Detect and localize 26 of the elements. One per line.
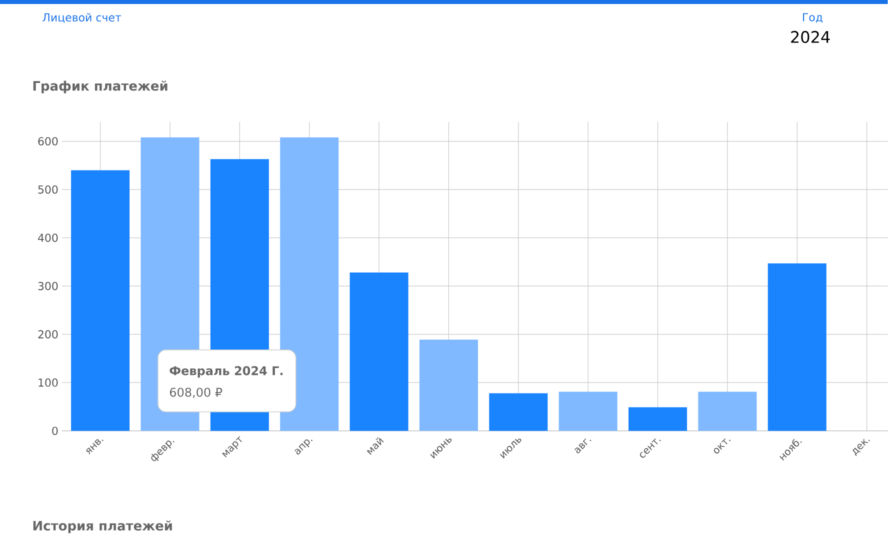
text: Лицевой счет (42, 13, 122, 24)
y-tick-label: 0 (52, 426, 58, 436)
annotation: 608,00 ₽ (170, 388, 222, 398)
x-tick-label: янв. (86, 439, 104, 455)
bar (768, 263, 826, 431)
y-tick-label: 500 (38, 185, 58, 194)
y-tick-label: 400 (38, 234, 58, 242)
y-tick-label: 200 (38, 330, 58, 339)
text: История платежей (33, 520, 172, 534)
bar (419, 340, 478, 431)
y-tick-label: 600 (38, 137, 58, 146)
annotation: Февраль 2024 Г. (170, 366, 283, 378)
bar (71, 170, 130, 431)
chart-title: График платежей (33, 80, 168, 94)
bar (698, 392, 757, 431)
bar (628, 407, 688, 431)
text: 2024 (791, 31, 830, 44)
y-tick-label: 100 (38, 378, 58, 387)
bar (350, 272, 408, 431)
x-tick-label: апр. (294, 440, 313, 455)
y-tick-label: 300 (38, 282, 58, 290)
x-tick-label: авг. (574, 438, 592, 454)
text: Год (803, 13, 822, 23)
bar (489, 393, 548, 431)
bar (558, 392, 618, 431)
x-tick-label: окт. (714, 438, 731, 454)
